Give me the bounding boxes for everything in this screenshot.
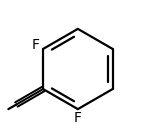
Text: F: F (32, 38, 40, 52)
Text: F: F (74, 111, 82, 125)
